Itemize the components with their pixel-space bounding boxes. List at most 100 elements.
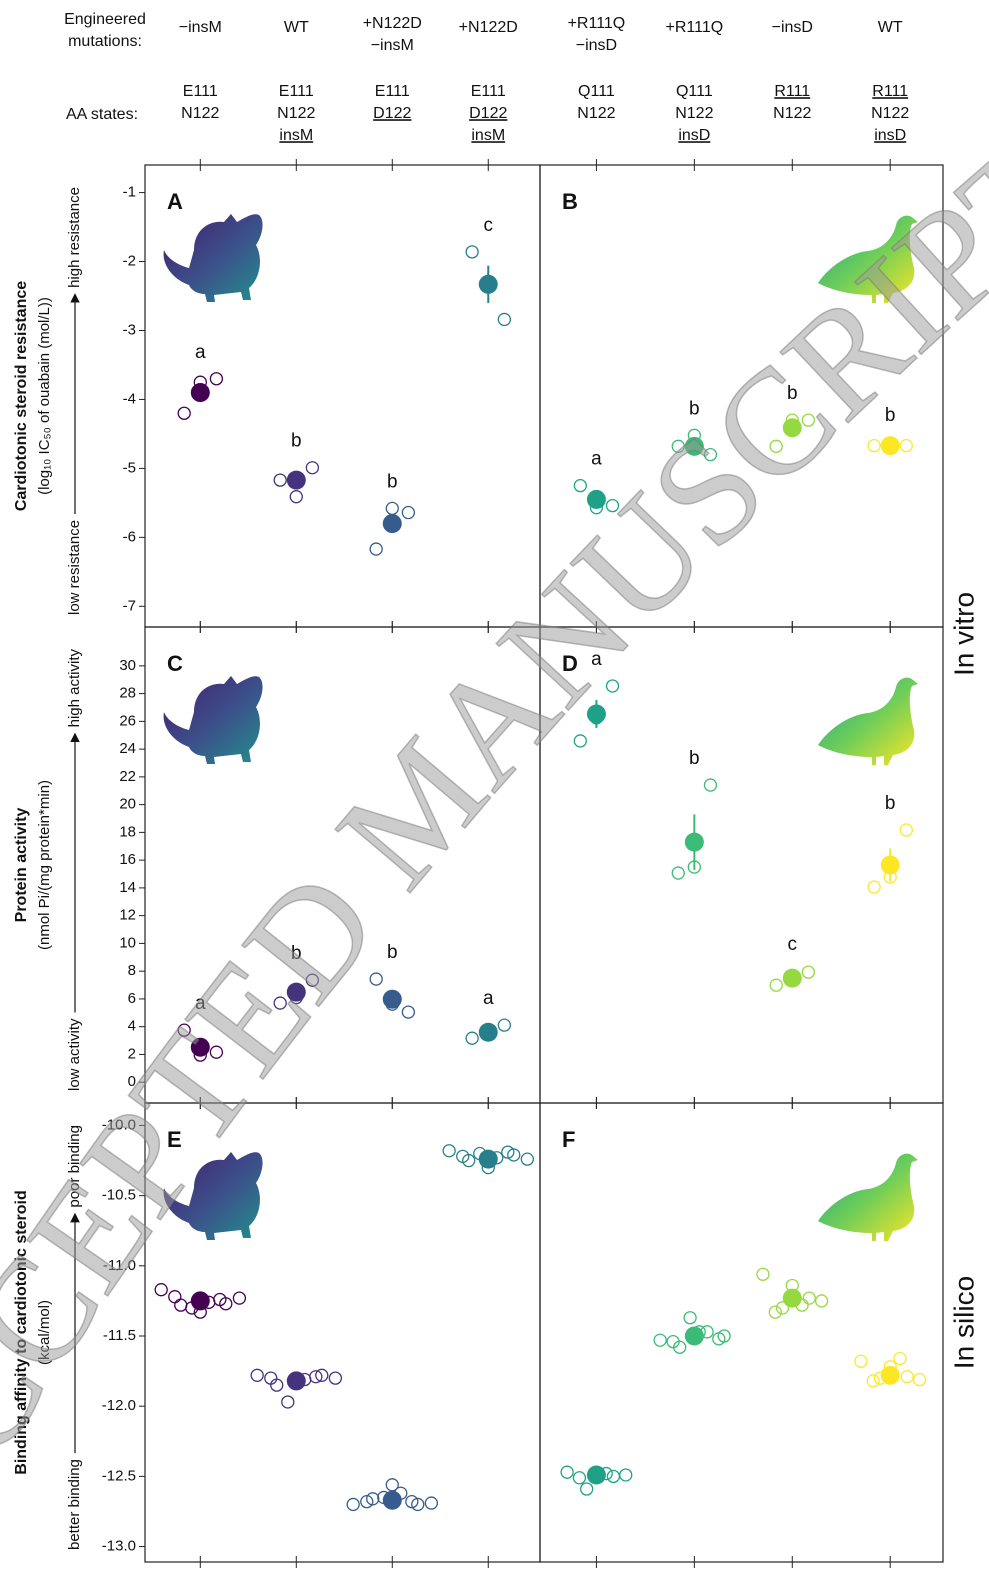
replicate — [282, 1396, 294, 1408]
y-tick-label: -1 — [123, 184, 136, 201]
aa-state: R111 — [774, 83, 810, 100]
y-tick-label: 10 — [119, 934, 136, 951]
aa-state: N122 — [277, 105, 315, 122]
replicate — [803, 1292, 815, 1304]
significance-letter: b — [291, 431, 302, 452]
panel-label: C — [167, 651, 183, 676]
panel-label: F — [562, 1127, 575, 1152]
replicate — [770, 979, 782, 991]
replicate — [894, 1352, 906, 1364]
replicate — [607, 1470, 619, 1482]
panel-label: B — [562, 189, 578, 214]
replicate — [498, 313, 510, 325]
aa-state: Q111 — [578, 83, 615, 100]
mean-point — [479, 1150, 498, 1169]
aa-state: E111 — [183, 83, 218, 100]
axis-direction-low: low resistance — [66, 520, 83, 615]
y-tick-label: 8 — [128, 962, 136, 979]
replicate — [210, 373, 222, 385]
panel-label: A — [167, 189, 183, 214]
y-axis-title: Cardiotonic steroid resistance — [13, 281, 30, 511]
replicate — [573, 1472, 585, 1484]
replicate — [684, 1312, 696, 1324]
aa-state: D122 — [373, 105, 411, 122]
replicate — [574, 480, 586, 492]
aa-state: R111 — [872, 83, 908, 100]
mean-point — [881, 856, 900, 875]
axis-direction-high: high activity — [66, 649, 83, 728]
y-tick-label: 30 — [119, 657, 136, 674]
mean-point — [881, 436, 900, 455]
y-tick-label: -12.5 — [102, 1467, 136, 1484]
significance-letter: a — [591, 449, 602, 470]
mean-point — [479, 275, 498, 294]
silhouette — [818, 1154, 918, 1241]
mutation-label: +R111Q — [568, 15, 626, 32]
axis-direction-low: better binding — [66, 1459, 83, 1550]
replicate — [855, 1355, 867, 1367]
y-tick-label: -3 — [123, 321, 136, 338]
silhouette — [164, 676, 263, 764]
replicate — [672, 867, 684, 879]
mean-point — [383, 990, 402, 1009]
y-tick-label: 28 — [119, 685, 136, 702]
replicate — [306, 462, 318, 474]
mean-point — [287, 1371, 306, 1390]
replicate — [816, 1295, 828, 1307]
replicate — [251, 1369, 263, 1381]
replicate — [620, 1469, 632, 1481]
mean-point — [191, 383, 210, 402]
aa-state: Q111 — [676, 83, 713, 100]
mean-point — [783, 969, 802, 988]
y-tick-label: 12 — [119, 907, 136, 924]
row-label: In silico — [948, 1276, 979, 1369]
y-tick-label: 24 — [119, 740, 136, 757]
header-label: mutations: — [68, 33, 142, 50]
aa-state: E111 — [375, 83, 410, 100]
replicate — [175, 1299, 187, 1311]
replicate — [900, 824, 912, 836]
significance-letter: b — [885, 793, 896, 814]
aa-state: insD — [678, 127, 710, 144]
mutation-label: −insD — [576, 37, 617, 54]
mean-point — [587, 1465, 606, 1484]
replicate — [370, 543, 382, 555]
y-axis-title: Protein activity — [13, 808, 30, 923]
mutation-label: −insD — [772, 19, 813, 36]
significance-letter: b — [689, 748, 700, 769]
replicate — [704, 779, 716, 791]
replicate — [402, 1006, 414, 1018]
y-tick-label: -4 — [123, 390, 136, 407]
y-tick-label: 6 — [128, 990, 136, 1007]
panel-frame — [540, 1103, 943, 1562]
aa-state: D122 — [469, 105, 507, 122]
replicate — [581, 1483, 593, 1495]
mutation-label: −insM — [179, 19, 222, 36]
y-tick-label: -12.0 — [102, 1397, 136, 1414]
axis-direction-low: low activity — [66, 1018, 83, 1091]
mean-point — [191, 1291, 210, 1310]
replicate — [802, 966, 814, 978]
aa-state: insM — [279, 127, 313, 144]
y-tick-label: 18 — [119, 823, 136, 840]
replicate — [498, 1019, 510, 1031]
mean-point — [287, 471, 306, 490]
significance-letter: a — [195, 342, 206, 363]
y-tick-label: -5 — [123, 459, 136, 476]
mutation-label: WT — [284, 19, 309, 36]
row-label: In vitro — [948, 592, 979, 676]
silhouette — [818, 678, 918, 765]
significance-letter: b — [387, 471, 398, 492]
aa-state: N122 — [675, 105, 713, 122]
y-tick-label: 14 — [119, 879, 136, 896]
replicate — [868, 881, 880, 893]
mean-point — [383, 1491, 402, 1510]
replicate — [900, 440, 912, 452]
watermark: ACCEPTED MANUSCRIPT — [0, 108, 989, 1574]
figure: Engineeredmutations:AA states:−insME111N… — [0, 0, 989, 1574]
replicate — [386, 502, 398, 514]
y-tick-label: 22 — [119, 768, 136, 785]
aa-state: N122 — [577, 105, 615, 122]
y-tick-label: -13.0 — [102, 1538, 136, 1555]
mean-point — [383, 514, 402, 533]
